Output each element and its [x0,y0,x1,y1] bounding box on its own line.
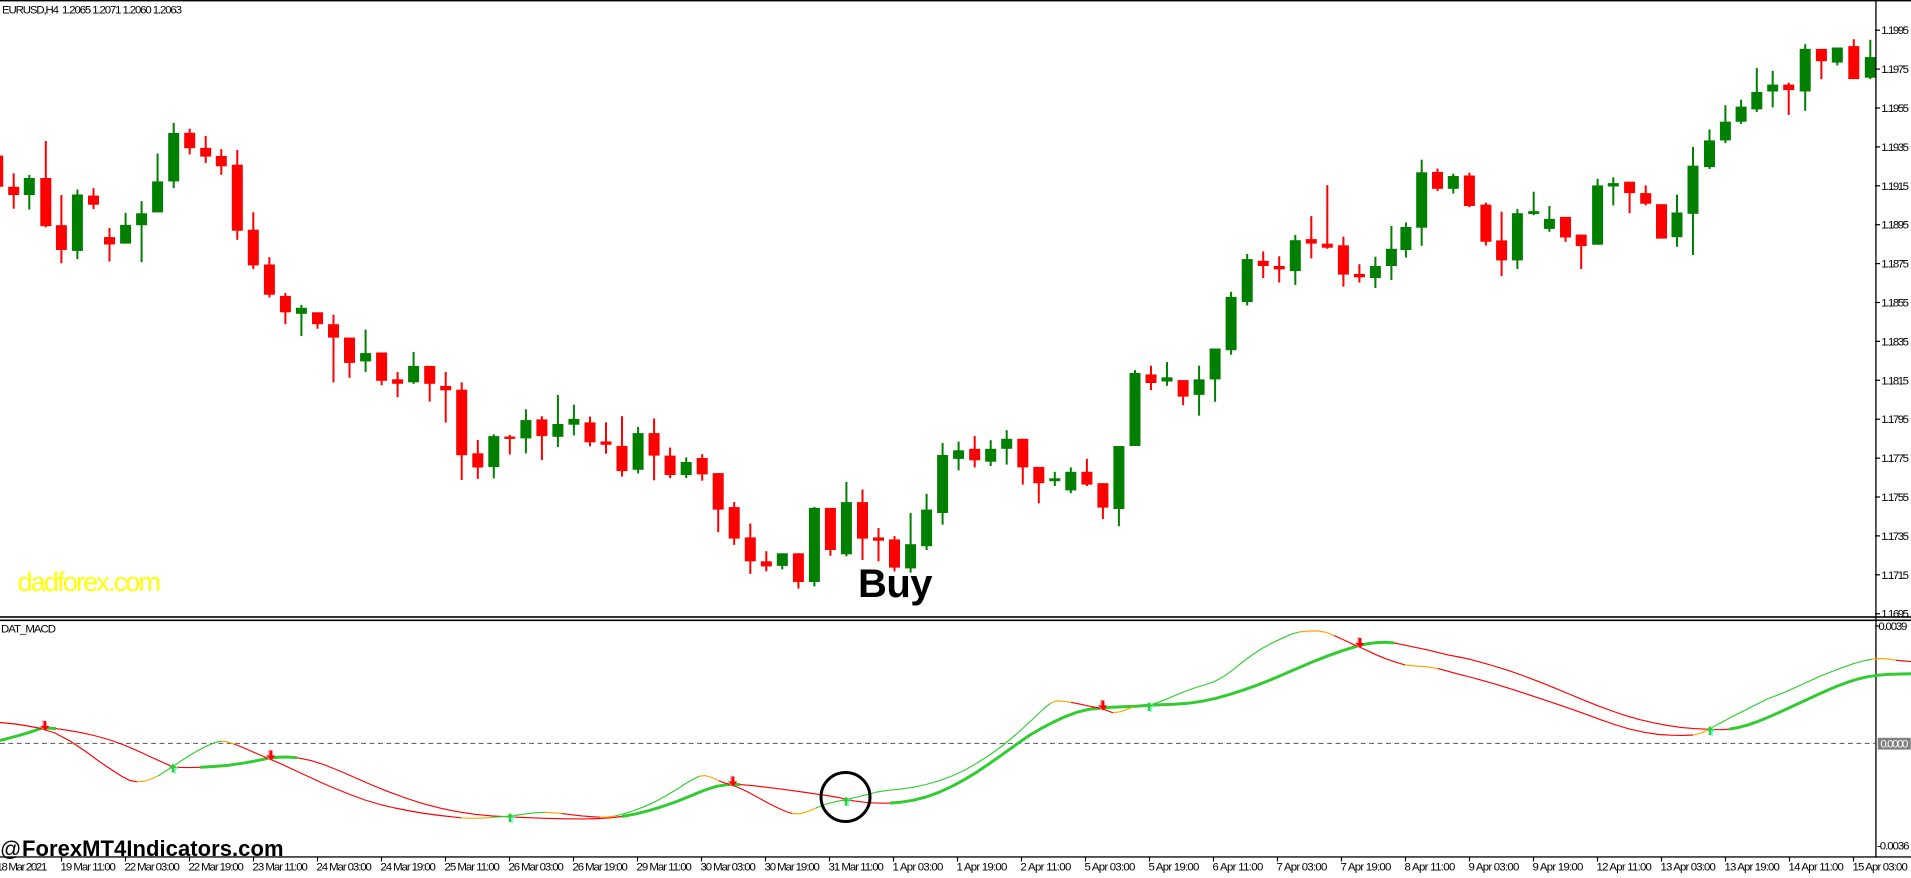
svg-text:1.1895: 1.1895 [1881,220,1909,232]
svg-text:DAT_MACD: DAT_MACD [1,623,56,635]
svg-text:ForexMT4Indicators.com: ForexMT4Indicators.com [22,836,284,861]
svg-text:30 Mar 03:00: 30 Mar 03:00 [701,862,756,873]
svg-text:6 Apr 11:00: 6 Apr 11:00 [1213,862,1264,873]
svg-text:1.1695: 1.1695 [1881,609,1909,621]
svg-text:5 Apr 03:00: 5 Apr 03:00 [1085,862,1136,873]
svg-text:8 Apr 11:00: 8 Apr 11:00 [1405,862,1456,873]
svg-text:22 Mar 19:00: 22 Mar 19:00 [189,862,244,873]
svg-text:0.0000: 0.0000 [1880,738,1908,750]
svg-text:1.1995: 1.1995 [1881,25,1909,37]
svg-text:25 Mar 11:00: 25 Mar 11:00 [445,862,500,873]
svg-text:7 Apr 19:00: 7 Apr 19:00 [1341,862,1392,873]
svg-text:13 Apr 03:00: 13 Apr 03:00 [1661,862,1716,873]
svg-text:7 Apr 03:00: 7 Apr 03:00 [1277,862,1328,873]
svg-text:0.0039: 0.0039 [1878,621,1907,633]
svg-text:26 Mar 19:00: 26 Mar 19:00 [573,862,628,873]
svg-text:1.1815: 1.1815 [1881,375,1909,387]
svg-text:1.1935: 1.1935 [1881,142,1909,154]
svg-text:1 Apr 19:00: 1 Apr 19:00 [957,862,1008,873]
svg-text:23 Mar 11:00: 23 Mar 11:00 [253,862,308,873]
svg-text:13 Apr 19:00: 13 Apr 19:00 [1725,862,1780,873]
svg-text:1.1975: 1.1975 [1881,64,1909,76]
svg-text:14 Apr 11:00: 14 Apr 11:00 [1789,862,1844,873]
svg-text:dadforex.com: dadforex.com [18,567,162,597]
svg-text:1 Apr 03:00: 1 Apr 03:00 [893,862,944,873]
svg-text:15 Apr 03:00: 15 Apr 03:00 [1853,862,1908,873]
svg-text:-0.0036: -0.0036 [1877,840,1910,852]
svg-text:1.1875: 1.1875 [1881,259,1909,271]
svg-text:Buy: Buy [858,562,933,606]
svg-text:19 Mar 11:00: 19 Mar 11:00 [61,862,116,873]
svg-text:1.1735: 1.1735 [1881,531,1909,543]
svg-text:18 Mar 2021: 18 Mar 2021 [0,862,47,873]
svg-text:EURUSD,H4 1.2065 1.2071 1.206: EURUSD,H4 1.2065 1.2071 1.2060 1.2063 [2,5,182,17]
svg-text:9 Apr 19:00: 9 Apr 19:00 [1533,862,1584,873]
svg-text:1.1775: 1.1775 [1881,453,1909,465]
svg-text:24 Mar 19:00: 24 Mar 19:00 [381,862,436,873]
svg-text:24 Mar 03:00: 24 Mar 03:00 [317,862,372,873]
svg-text:1.1835: 1.1835 [1881,336,1909,348]
svg-text:1.1715: 1.1715 [1881,570,1909,582]
svg-text:@: @ [0,838,21,861]
svg-text:30 Mar 19:00: 30 Mar 19:00 [765,862,820,873]
svg-text:1.1755: 1.1755 [1881,492,1909,504]
svg-text:1.1795: 1.1795 [1881,414,1909,426]
svg-text:1.1955: 1.1955 [1881,103,1909,115]
svg-text:1.1855: 1.1855 [1881,298,1909,310]
svg-text:12 Apr 11:00: 12 Apr 11:00 [1597,862,1652,873]
svg-text:5 Apr 19:00: 5 Apr 19:00 [1149,862,1200,873]
svg-text:26 Mar 03:00: 26 Mar 03:00 [509,862,564,873]
svg-text:2 Apr 11:00: 2 Apr 11:00 [1021,862,1072,873]
svg-text:29 Mar 11:00: 29 Mar 11:00 [637,862,692,873]
svg-text:1.1915: 1.1915 [1881,181,1909,193]
svg-text:9 Apr 03:00: 9 Apr 03:00 [1469,862,1520,873]
svg-text:31 Mar 11:00: 31 Mar 11:00 [829,862,884,873]
svg-text:22 Mar 03:00: 22 Mar 03:00 [125,862,180,873]
